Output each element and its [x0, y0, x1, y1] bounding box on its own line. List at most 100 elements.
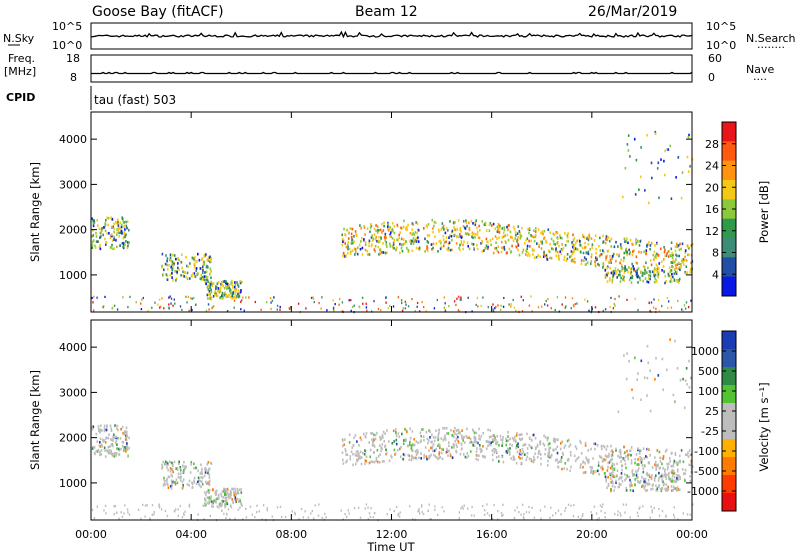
echo-cell	[517, 242, 519, 246]
echo-cell	[112, 436, 114, 439]
echo-cell	[195, 267, 198, 270]
echo-cell	[233, 285, 236, 289]
echo-cell	[494, 227, 496, 230]
echo-cell	[455, 242, 458, 245]
echo-cell	[438, 230, 440, 233]
echo-cell	[543, 236, 546, 239]
echo-cell	[345, 461, 347, 464]
echo-cell	[598, 517, 600, 520]
echo-cell	[462, 220, 465, 223]
echo-cell	[218, 290, 221, 293]
echo-cell	[169, 470, 172, 473]
echo-cell	[220, 282, 222, 286]
echo-cell	[615, 449, 617, 452]
echo-cell	[474, 436, 476, 440]
echo-cell	[501, 514, 503, 517]
echo-cell	[647, 266, 649, 270]
echo-cell	[381, 433, 384, 437]
echo-cell	[644, 270, 647, 274]
echo-cell	[597, 464, 600, 467]
echo-cell	[205, 278, 207, 282]
echo-cell	[125, 434, 127, 438]
echo-cell	[238, 292, 240, 295]
echo-cell	[613, 463, 615, 466]
echo-cell	[221, 294, 223, 298]
echo-cell	[540, 462, 542, 466]
echo-cell	[556, 445, 559, 448]
echo-cell	[362, 451, 364, 455]
echo-cell	[556, 451, 559, 455]
echo-cell	[453, 435, 455, 439]
echo-cell	[588, 309, 590, 312]
echo-cell	[235, 288, 238, 292]
echo-cell	[658, 507, 660, 511]
echo-cell	[452, 221, 455, 225]
echo-cell	[631, 469, 634, 472]
echo-cell	[422, 512, 425, 516]
echo-cell	[200, 274, 202, 277]
echo-cell	[638, 452, 641, 455]
echo-cell	[549, 442, 551, 445]
echo-cell	[654, 130, 657, 134]
echo-cell	[620, 476, 622, 480]
echo-cell	[374, 437, 377, 441]
echo-cell	[428, 429, 430, 432]
echo-cell	[188, 505, 191, 508]
echo-cell	[111, 453, 114, 457]
echo-cell	[582, 465, 584, 469]
echo-cell	[115, 452, 118, 455]
echo-cell	[229, 494, 232, 498]
echo-cell	[399, 447, 401, 451]
echo-cell	[656, 487, 659, 490]
echo-cell	[199, 472, 202, 475]
echo-cell	[380, 309, 382, 312]
echo-cell	[197, 252, 199, 256]
echo-cell	[351, 249, 354, 252]
echo-cell	[557, 237, 559, 241]
echo-cell	[237, 490, 239, 494]
echo-cell	[580, 441, 582, 445]
echo-cell	[662, 483, 665, 487]
echo-cell	[559, 447, 562, 451]
echo-cell	[373, 439, 375, 442]
echo-cell	[595, 247, 597, 251]
colorbar-tick-label: 28	[705, 138, 719, 151]
echo-cell	[218, 506, 220, 509]
echo-cell	[177, 475, 180, 479]
echo-cell	[610, 245, 613, 248]
echo-cell	[572, 515, 575, 518]
echo-cell	[240, 289, 242, 292]
echo-cell	[105, 241, 108, 245]
echo-cell	[378, 240, 381, 243]
echo-cell	[364, 233, 366, 236]
echo-cell	[384, 251, 387, 255]
echo-cell	[481, 239, 483, 243]
echo-cell	[459, 243, 461, 247]
echo-cell	[563, 446, 565, 449]
echo-cell	[600, 456, 603, 460]
echo-cell	[245, 507, 247, 510]
echo-cell	[345, 254, 347, 258]
echo-cell	[655, 460, 657, 464]
echo-cell	[611, 479, 614, 483]
echo-cell	[621, 274, 624, 278]
echo-cell	[115, 511, 118, 514]
echo-cell	[302, 516, 304, 519]
echo-cell	[629, 250, 631, 254]
echo-cell	[586, 459, 589, 463]
echo-cell	[117, 447, 120, 451]
echo-cell	[579, 439, 581, 443]
echo-cell	[166, 461, 169, 465]
echo-cell	[534, 235, 537, 239]
echo-cell	[391, 222, 394, 225]
echo-cell	[435, 447, 437, 451]
echo-cell	[177, 514, 179, 518]
colorbar-swatch	[722, 122, 736, 142]
echo-cell	[166, 278, 169, 281]
echo-cell	[164, 509, 167, 513]
echo-cell	[614, 304, 616, 307]
echo-cell	[684, 479, 686, 483]
echo-cell	[240, 308, 242, 311]
echo-cell	[561, 243, 563, 246]
echo-cell	[685, 265, 688, 268]
